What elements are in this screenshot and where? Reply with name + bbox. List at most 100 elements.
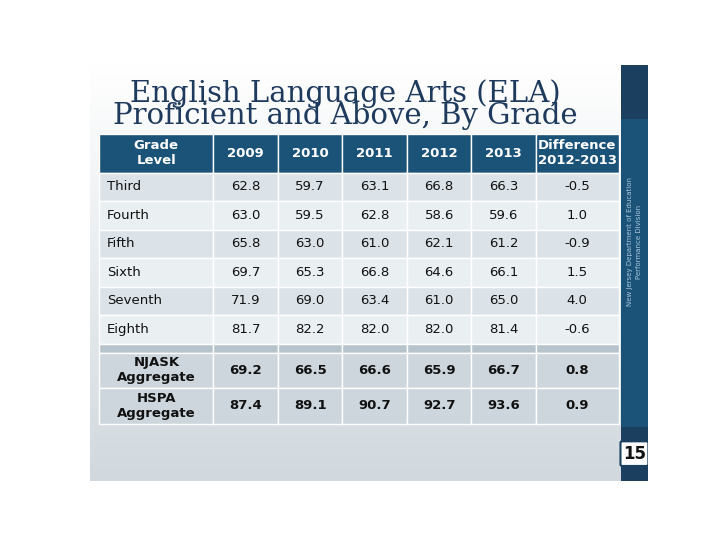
Bar: [343, 287, 407, 315]
Text: 61.2: 61.2: [489, 237, 518, 251]
Bar: [536, 287, 618, 315]
Text: 59.6: 59.6: [489, 209, 518, 222]
Bar: [99, 315, 213, 343]
Text: 66.1: 66.1: [489, 266, 518, 279]
Text: -0.9: -0.9: [564, 237, 590, 251]
Bar: [621, 65, 648, 481]
Text: 66.8: 66.8: [425, 180, 454, 193]
Bar: [343, 134, 407, 173]
Text: 92.7: 92.7: [423, 400, 456, 413]
Text: 65.8: 65.8: [231, 237, 261, 251]
Text: Fourth: Fourth: [107, 209, 150, 222]
Bar: [472, 173, 536, 201]
Text: 66.8: 66.8: [360, 266, 390, 279]
Text: 65.3: 65.3: [295, 266, 325, 279]
Bar: [278, 134, 343, 173]
Bar: [407, 134, 472, 173]
Bar: [99, 134, 213, 173]
Bar: [343, 258, 407, 287]
Text: 2010: 2010: [292, 147, 328, 160]
Bar: [407, 230, 472, 258]
Text: Fifth: Fifth: [107, 237, 135, 251]
Bar: [472, 315, 536, 343]
Bar: [472, 353, 536, 388]
Text: 66.3: 66.3: [489, 180, 518, 193]
Text: Sixth: Sixth: [107, 266, 141, 279]
Text: Third: Third: [107, 180, 141, 193]
Bar: [213, 173, 278, 201]
Text: Performance Division: Performance Division: [636, 205, 642, 279]
Text: 61.0: 61.0: [360, 237, 390, 251]
Text: 2013: 2013: [485, 147, 522, 160]
Bar: [278, 230, 343, 258]
Text: 65.0: 65.0: [489, 294, 518, 307]
Text: NJASK
Aggregate: NJASK Aggregate: [117, 356, 196, 384]
Text: 0.9: 0.9: [565, 400, 589, 413]
Bar: [536, 201, 618, 230]
Bar: [343, 230, 407, 258]
Text: 66.7: 66.7: [487, 364, 520, 377]
Bar: [343, 201, 407, 230]
Bar: [99, 258, 213, 287]
Bar: [278, 353, 343, 388]
Text: 62.8: 62.8: [360, 209, 390, 222]
Text: 81.7: 81.7: [231, 323, 261, 336]
Text: 66.5: 66.5: [294, 364, 327, 377]
Text: Grade
Level: Grade Level: [134, 139, 179, 167]
Bar: [99, 201, 213, 230]
Text: 82.0: 82.0: [425, 323, 454, 336]
Text: 82.2: 82.2: [295, 323, 325, 336]
Bar: [213, 388, 278, 423]
Text: 59.5: 59.5: [295, 209, 325, 222]
Bar: [472, 201, 536, 230]
Text: 87.4: 87.4: [229, 400, 262, 413]
Text: HSPA
Aggregate: HSPA Aggregate: [117, 392, 196, 420]
Text: 89.1: 89.1: [294, 400, 326, 413]
Bar: [536, 353, 618, 388]
Bar: [407, 388, 472, 423]
Bar: [407, 315, 472, 343]
Bar: [472, 134, 536, 173]
Text: 58.6: 58.6: [425, 209, 454, 222]
Text: 63.4: 63.4: [360, 294, 390, 307]
Bar: [536, 230, 618, 258]
Bar: [343, 388, 407, 423]
Text: Difference
2012-2013: Difference 2012-2013: [538, 139, 617, 167]
Text: 63.1: 63.1: [360, 180, 390, 193]
Text: 2012: 2012: [421, 147, 457, 160]
Bar: [278, 258, 343, 287]
Text: Seventh: Seventh: [107, 294, 162, 307]
Text: Eighth: Eighth: [107, 323, 150, 336]
Text: English Language Arts (ELA): English Language Arts (ELA): [130, 79, 561, 107]
Text: 2009: 2009: [228, 147, 264, 160]
Text: 69.0: 69.0: [295, 294, 325, 307]
Bar: [343, 173, 407, 201]
Bar: [407, 173, 472, 201]
Bar: [407, 258, 472, 287]
Bar: [213, 287, 278, 315]
Bar: [536, 315, 618, 343]
Text: 62.8: 62.8: [231, 180, 261, 193]
Bar: [343, 315, 407, 343]
Text: 69.7: 69.7: [231, 266, 261, 279]
Bar: [99, 230, 213, 258]
Bar: [472, 258, 536, 287]
Text: 81.4: 81.4: [489, 323, 518, 336]
Bar: [278, 173, 343, 201]
Bar: [213, 258, 278, 287]
Text: 90.7: 90.7: [359, 400, 391, 413]
Bar: [407, 201, 472, 230]
Bar: [472, 388, 536, 423]
Bar: [99, 173, 213, 201]
Text: 62.1: 62.1: [424, 237, 454, 251]
Bar: [343, 353, 407, 388]
Bar: [472, 230, 536, 258]
Text: -0.6: -0.6: [564, 323, 590, 336]
Bar: [536, 134, 618, 173]
Text: 69.2: 69.2: [230, 364, 262, 377]
Bar: [99, 343, 213, 353]
Bar: [278, 287, 343, 315]
Bar: [278, 343, 343, 353]
Bar: [536, 173, 618, 201]
Bar: [621, 119, 648, 427]
